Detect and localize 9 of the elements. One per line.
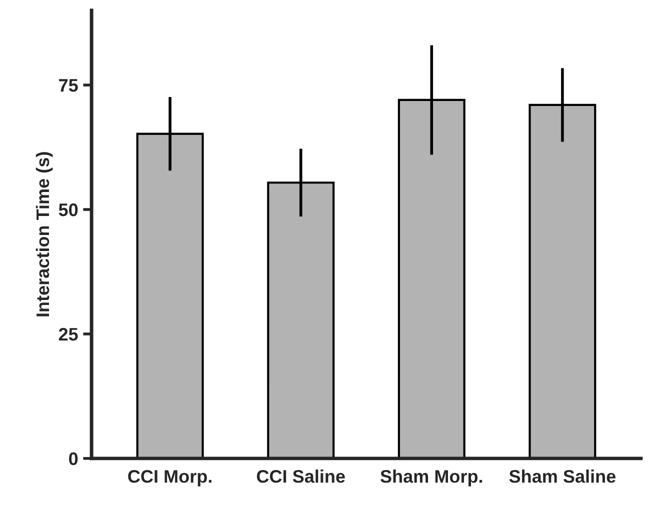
y-tick-label: 50 [58,203,78,216]
y-axis-title: Interaction Time (s) [36,152,53,316]
x-tick-label: CCI Morp. [128,470,212,486]
y-tick-label: 75 [59,79,78,92]
y-tick-label: 25 [58,328,78,341]
x-tick-label: CCI Saline [256,470,345,483]
x-tick-label: Sham Saline [509,470,616,483]
x-tick-label: Sham Morp. [380,470,482,486]
y-tick-label: 0 [69,452,78,466]
